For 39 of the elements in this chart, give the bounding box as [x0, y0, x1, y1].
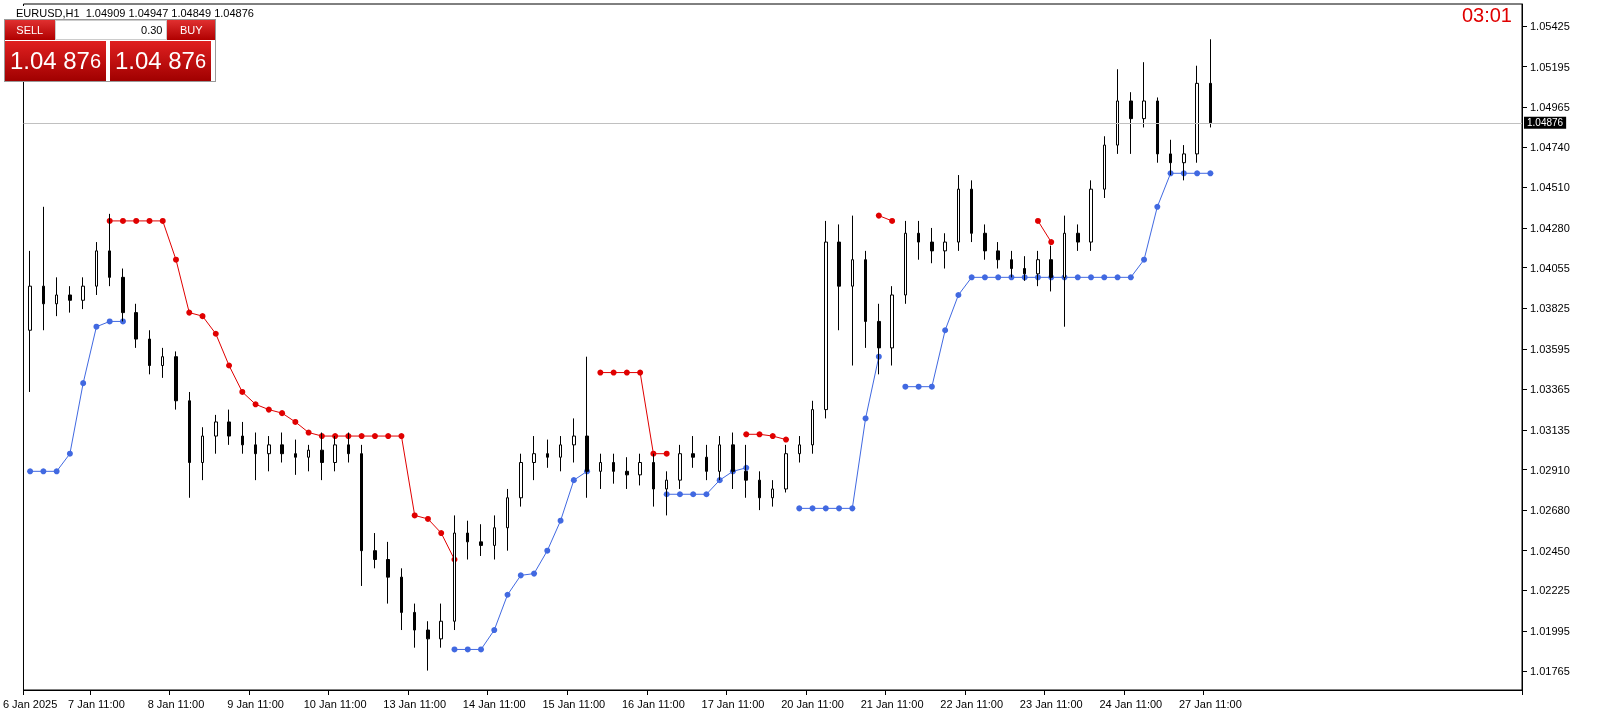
- y-tick-label: 1.03595: [1530, 342, 1570, 355]
- x-tick-label: 15 Jan 11:00: [542, 697, 606, 710]
- ref-line-label: 1.04876: [1527, 117, 1564, 129]
- x-tick-label: 6 Jan 2025: [2, 697, 58, 710]
- x-tick-label: 14 Jan 11:00: [462, 697, 526, 710]
- x-tick-label: 22 Jan 11:00: [940, 697, 1004, 710]
- annotation: 03:01: [1461, 4, 1512, 27]
- y-tick-label: 1.05195: [1530, 60, 1570, 73]
- y-tick-label: 1.04510: [1530, 181, 1570, 194]
- y-tick-label: 1.03365: [1530, 383, 1570, 396]
- chart-title: EURUSD,H1 1.04909 1.04947 1.04849 1.04876: [16, 6, 254, 19]
- y-tick-label: 1.04965: [1530, 101, 1570, 114]
- y-tick-label: 1.01995: [1530, 624, 1570, 637]
- x-tick-label: 8 Jan 11:00: [147, 697, 205, 710]
- y-tick-label: 1.04740: [1530, 140, 1570, 153]
- y-tick-label: 1.02910: [1530, 463, 1570, 476]
- x-tick-label: 7 Jan 11:00: [68, 697, 125, 710]
- x-tick-label: 23 Jan 11:00: [1019, 697, 1083, 710]
- x-tick-label: 13 Jan 11:00: [383, 697, 447, 710]
- y-tick-label: 1.04055: [1530, 261, 1570, 274]
- x-tick-label: 9 Jan 11:00: [227, 697, 284, 710]
- y-tick-label: 1.03135: [1530, 423, 1570, 436]
- x-tick-label: 20 Jan 11:00: [781, 697, 844, 710]
- y-tick-label: 1.05425: [1530, 20, 1570, 33]
- y-tick-label: 1.01765: [1530, 665, 1570, 678]
- x-tick-label: 21 Jan 11:00: [860, 697, 924, 710]
- x-tick-label: 17 Jan 11:00: [701, 697, 765, 710]
- x-tick-label: 16 Jan 11:00: [622, 697, 685, 710]
- x-tick-label: 27 Jan 11:00: [1178, 697, 1242, 710]
- y-tick-label: 1.03825: [1530, 302, 1570, 315]
- x-tick-label: 10 Jan 11:00: [303, 697, 367, 710]
- annotation: 0.30: [54, 20, 168, 40]
- annotation: BUY: [167, 20, 215, 40]
- y-tick-label: 1.02450: [1530, 544, 1570, 557]
- y-tick-label: 1.02225: [1530, 584, 1570, 597]
- x-tick-label: 24 Jan 11:00: [1099, 697, 1163, 710]
- annotation: SELL: [5, 20, 55, 40]
- y-tick-label: 1.04280: [1530, 221, 1570, 234]
- y-tick-label: 1.02680: [1530, 504, 1570, 517]
